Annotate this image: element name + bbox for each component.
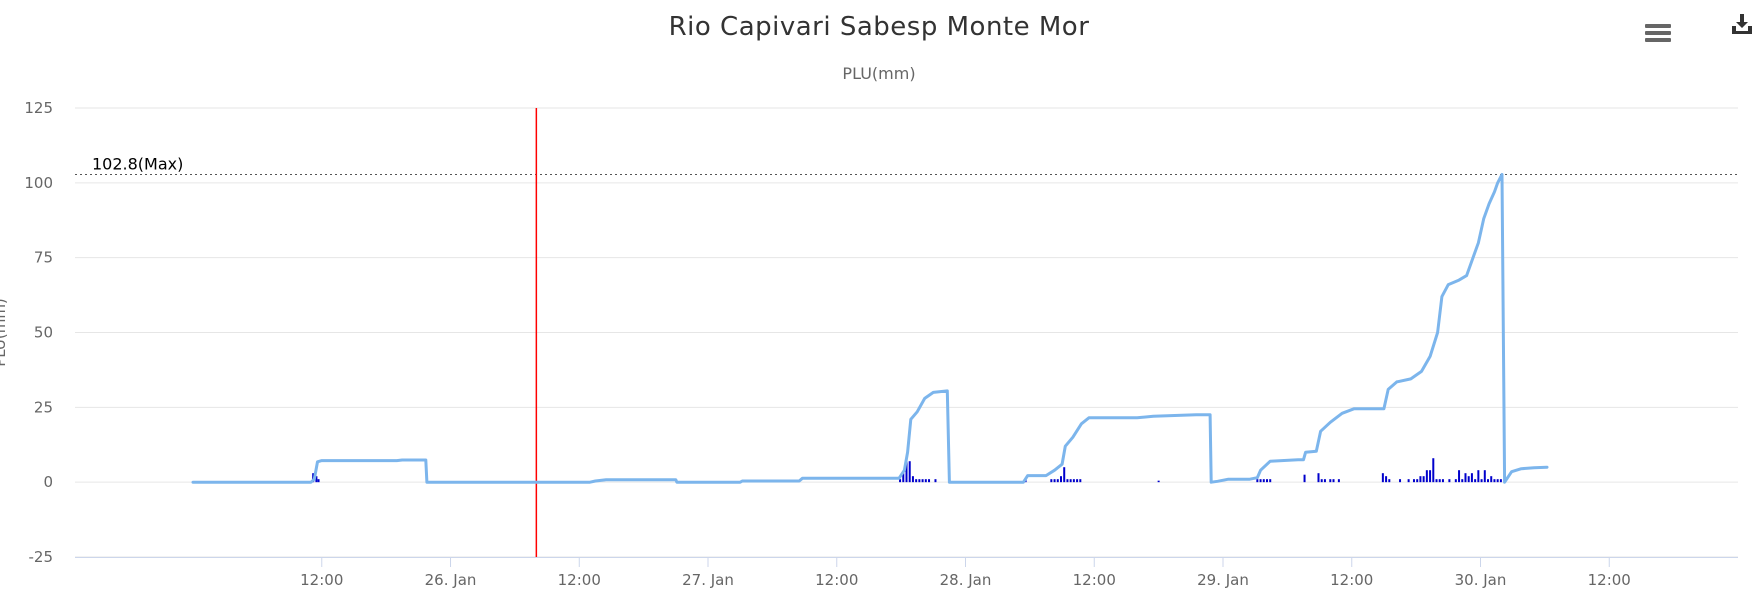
rain-bar bbox=[1265, 479, 1268, 483]
rain-bar bbox=[1072, 479, 1075, 483]
y-tick-label: 0 bbox=[43, 473, 53, 491]
rain-bar bbox=[1381, 473, 1384, 483]
x-tick-label: 12:00 bbox=[300, 571, 343, 589]
rain-bar bbox=[1079, 479, 1082, 483]
rain-bar bbox=[1269, 479, 1272, 483]
rain-bar bbox=[315, 476, 318, 483]
rain-bar bbox=[928, 479, 931, 483]
rain-bar bbox=[1157, 480, 1160, 483]
rain-bar bbox=[1454, 479, 1457, 483]
x-tick-label: 12:00 bbox=[1073, 571, 1116, 589]
rain-bar bbox=[1262, 479, 1265, 483]
x-tick-label: 12:00 bbox=[1330, 571, 1373, 589]
rain-bar bbox=[1474, 479, 1477, 483]
rain-bar bbox=[317, 479, 320, 483]
rain-bar bbox=[1323, 479, 1326, 483]
rain-bar bbox=[1076, 479, 1079, 483]
rain-bar bbox=[1412, 479, 1415, 483]
rain-bar bbox=[1496, 479, 1499, 483]
y-tick-label: 25 bbox=[34, 398, 53, 416]
chart-title: Rio Capivari Sabesp Monte Mor bbox=[668, 12, 1090, 42]
y-tick-label: 125 bbox=[24, 99, 53, 117]
rain-bar bbox=[1483, 470, 1486, 483]
rain-bar bbox=[1493, 479, 1496, 483]
rain-bar bbox=[1416, 479, 1419, 483]
y-tick-label: 50 bbox=[34, 324, 53, 342]
rain-bar bbox=[1069, 479, 1072, 483]
x-tick-label: 28. Jan bbox=[940, 571, 992, 589]
rain-bar bbox=[1480, 479, 1483, 483]
rain-bar bbox=[1063, 467, 1066, 483]
rain-bar bbox=[1499, 479, 1502, 483]
rain-bar bbox=[1303, 474, 1306, 483]
rain-bar bbox=[1470, 473, 1473, 483]
x-tick-label: 12:00 bbox=[558, 571, 601, 589]
rain-bar bbox=[915, 479, 918, 483]
rain-bar bbox=[924, 479, 927, 483]
rain-bar bbox=[1329, 479, 1332, 483]
rain-bar bbox=[1407, 479, 1410, 483]
rain-bar bbox=[1464, 473, 1467, 483]
rain-bar bbox=[1425, 470, 1428, 483]
rain-bar bbox=[1487, 479, 1490, 483]
rain-bar bbox=[1429, 470, 1432, 483]
x-tick-label: 12:00 bbox=[1588, 571, 1631, 589]
rain-bar bbox=[911, 476, 914, 483]
download-glyph bbox=[1732, 14, 1752, 34]
download-icon[interactable] bbox=[1728, 10, 1756, 38]
x-tick-label: 26. Jan bbox=[425, 571, 477, 589]
y-axis-title: PLU(mm) bbox=[0, 298, 9, 367]
rain-bar bbox=[1458, 470, 1461, 483]
rain-bar bbox=[899, 479, 902, 483]
rain-bar bbox=[1467, 476, 1470, 483]
x-tick-label: 12:00 bbox=[815, 571, 858, 589]
rain-bar bbox=[921, 479, 924, 483]
chart-subtitle: PLU(mm) bbox=[842, 64, 916, 83]
rain-bar bbox=[905, 461, 908, 483]
rain-bar bbox=[1438, 479, 1441, 483]
x-tick-label: 30. Jan bbox=[1455, 571, 1507, 589]
menu-bar-top bbox=[1645, 24, 1671, 28]
menu-bar-middle bbox=[1645, 31, 1671, 35]
rain-bar bbox=[1317, 473, 1320, 483]
rain-bar bbox=[918, 479, 921, 483]
y-tick-label: 100 bbox=[24, 174, 53, 192]
rain-bar bbox=[1422, 476, 1425, 483]
rain-bar bbox=[1432, 458, 1435, 483]
rain-bar bbox=[1461, 479, 1464, 483]
rain-bar bbox=[1259, 479, 1262, 483]
rain-bar bbox=[1256, 479, 1259, 483]
rain-bar bbox=[908, 461, 911, 483]
hamburger-menu-icon[interactable] bbox=[1640, 20, 1676, 50]
rain-bar bbox=[1059, 476, 1062, 483]
accumulated-rain-line bbox=[191, 173, 1549, 484]
rain-bar bbox=[1490, 476, 1493, 483]
rain-bar bbox=[1388, 479, 1391, 483]
rain-bar bbox=[1435, 479, 1438, 483]
rain-bar bbox=[1399, 479, 1402, 483]
rain-bar bbox=[1448, 479, 1451, 483]
x-tick-label: 29. Jan bbox=[1197, 571, 1249, 589]
menu-bar-bottom bbox=[1645, 38, 1671, 42]
rain-bar bbox=[902, 473, 905, 483]
max-plot-line-label: 102.8(Max) bbox=[92, 154, 183, 173]
rain-bar bbox=[1477, 470, 1480, 483]
rain-bar bbox=[1441, 479, 1444, 483]
rain-bar bbox=[1385, 476, 1388, 483]
rain-bar bbox=[1320, 479, 1323, 483]
x-tick-label: 27. Jan bbox=[682, 571, 734, 589]
rain-bar bbox=[1419, 476, 1422, 483]
rain-bar bbox=[1337, 479, 1340, 483]
rain-bar bbox=[1056, 479, 1059, 483]
rain-bar bbox=[1053, 479, 1056, 483]
rain-bar bbox=[1332, 479, 1335, 483]
rain-bar bbox=[934, 479, 937, 483]
rain-bar bbox=[1066, 479, 1069, 483]
y-tick-label: 75 bbox=[34, 249, 53, 267]
y-tick-label: -25 bbox=[29, 548, 54, 566]
rain-bar bbox=[1050, 479, 1053, 483]
